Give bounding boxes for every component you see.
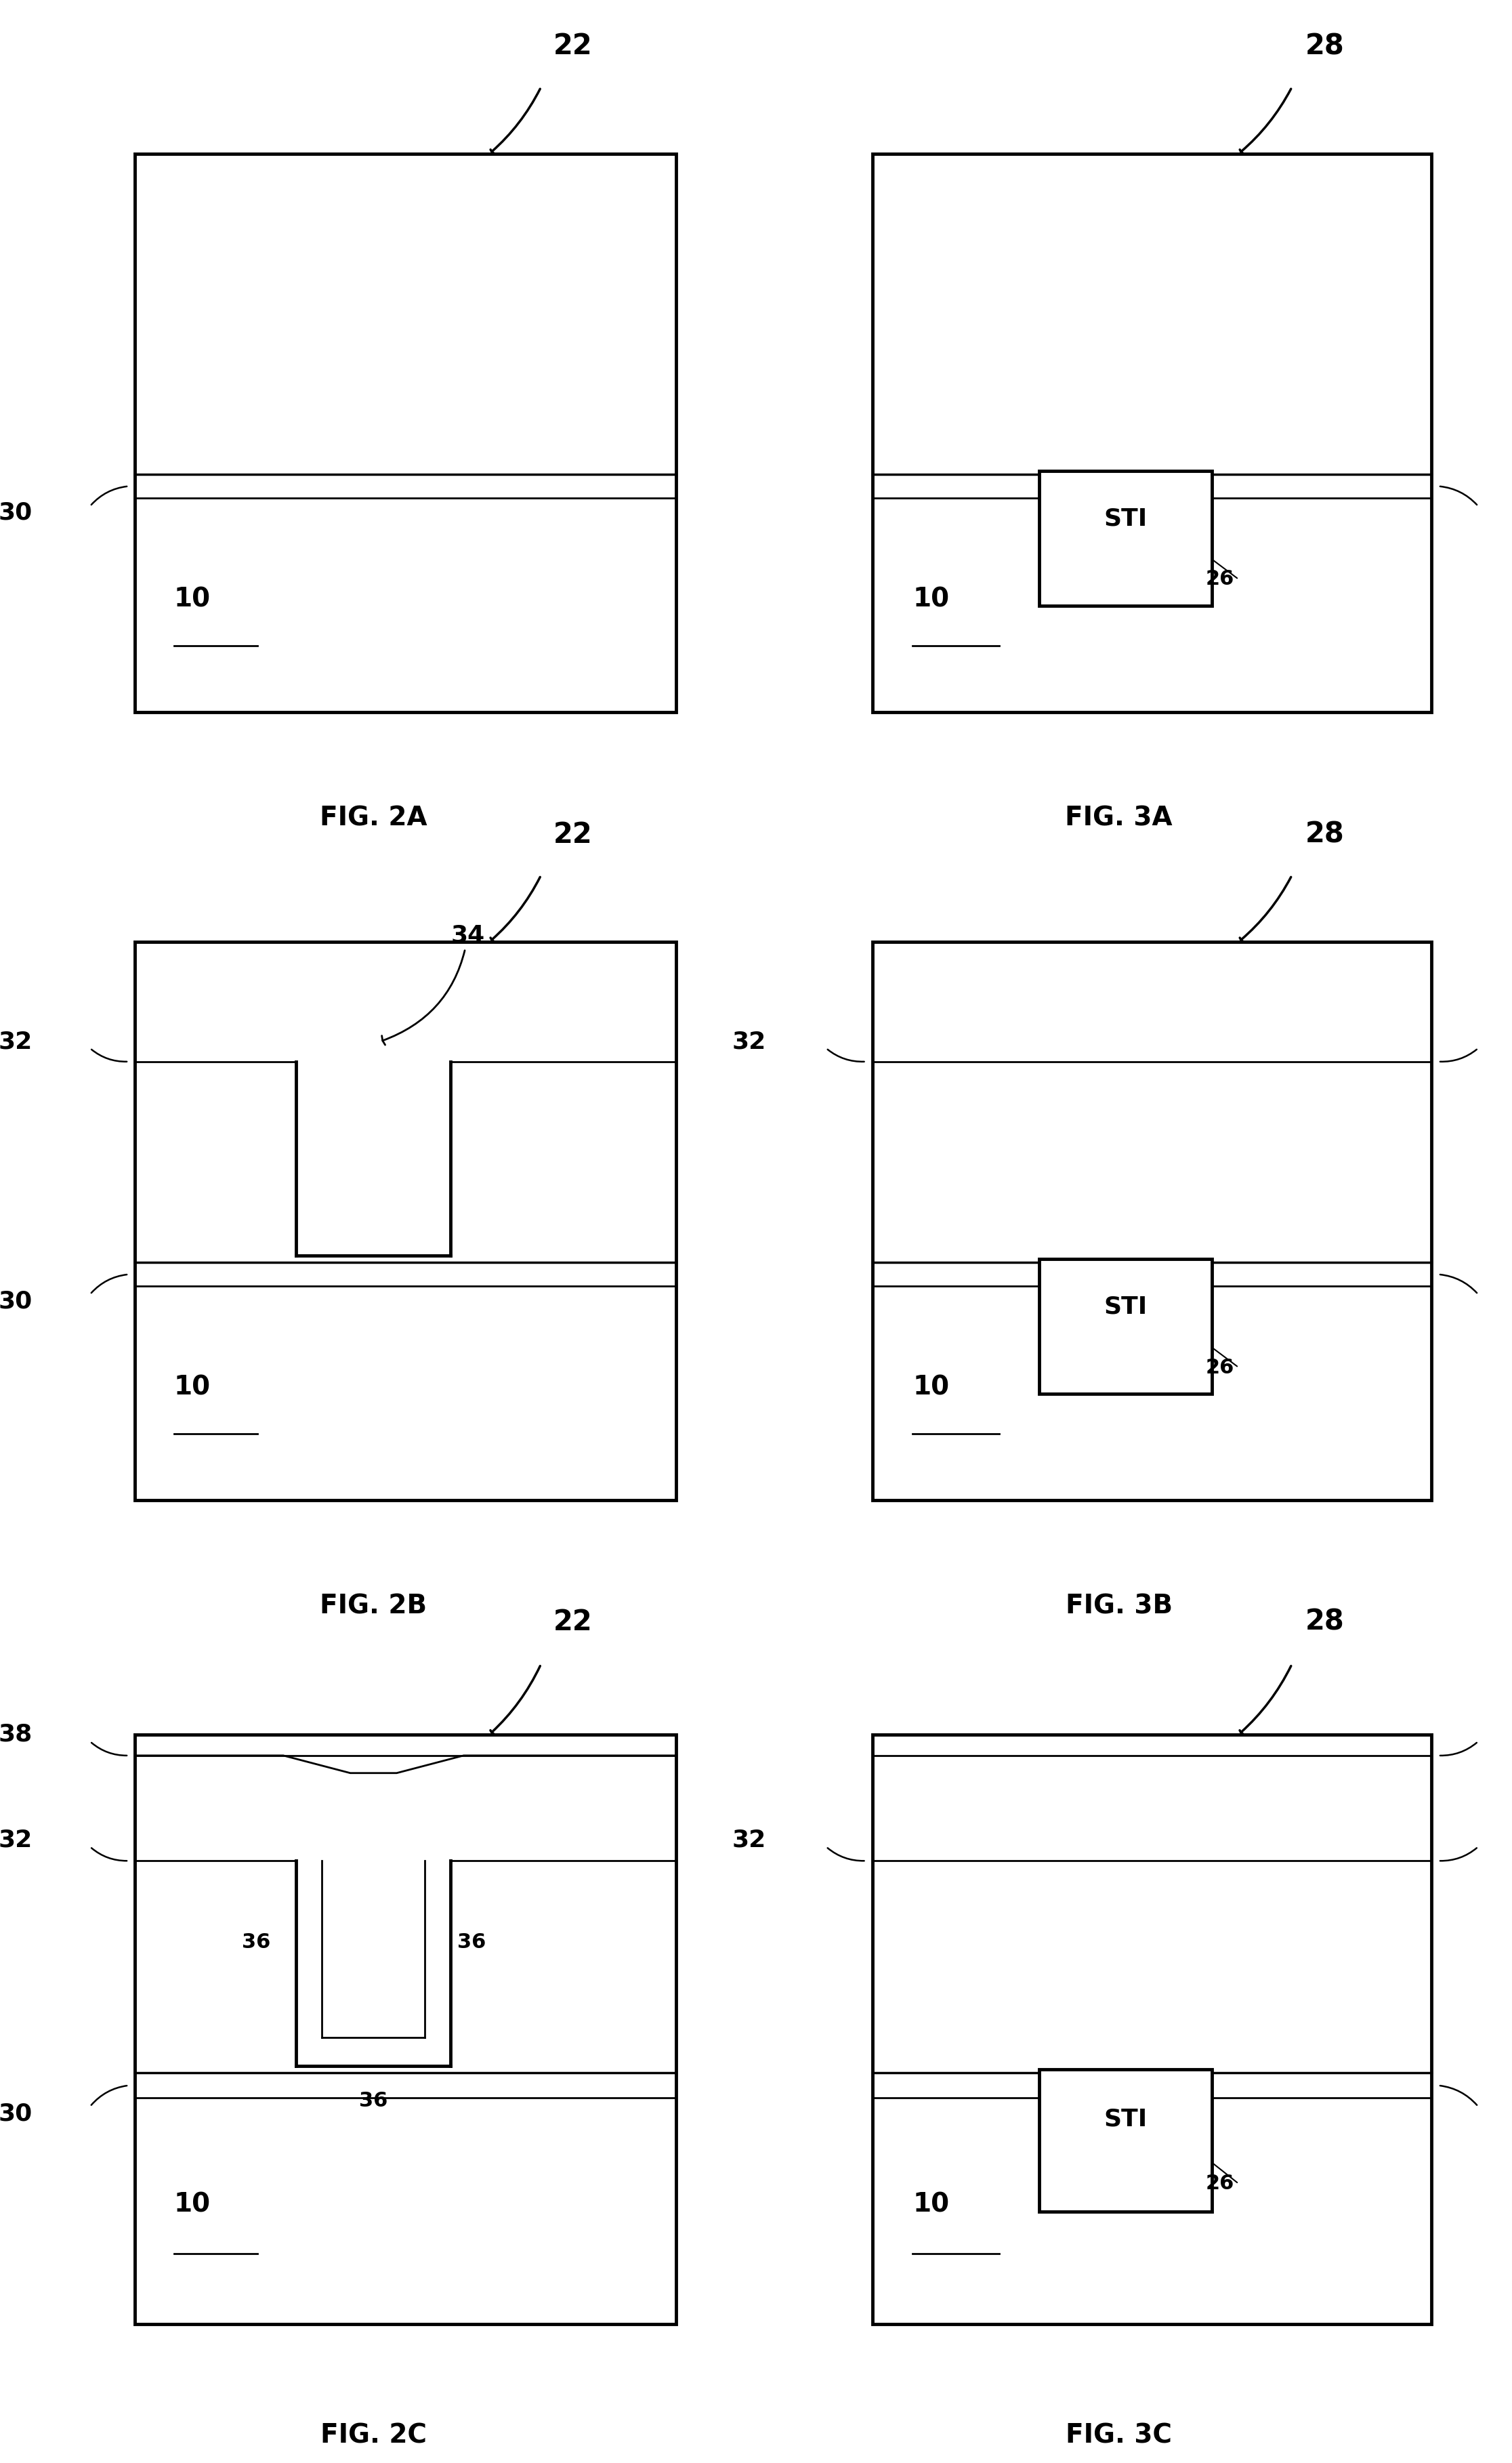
Text: 34: 34	[383, 924, 485, 1044]
Text: 30: 30	[0, 1291, 32, 1313]
Bar	[135, 1734, 676, 2325]
Text: 36: 36	[457, 1933, 485, 1953]
Text: FIG. 2B: FIG. 2B	[321, 1594, 426, 1618]
Bar	[1039, 2069, 1213, 2212]
Text: STI: STI	[1104, 2108, 1148, 2130]
Bar	[872, 941, 1432, 1500]
Text: STI: STI	[1104, 1296, 1148, 1318]
Bar	[1039, 1259, 1213, 1394]
Text: FIG. 2C: FIG. 2C	[321, 2424, 426, 2448]
Text: FIG. 2A: FIG. 2A	[319, 805, 428, 830]
Text: 10: 10	[174, 2192, 210, 2217]
Text: 30: 30	[0, 502, 32, 525]
Text: 10: 10	[913, 2192, 950, 2217]
Text: 26: 26	[1205, 2175, 1234, 2195]
Text: 36: 36	[360, 2091, 387, 2111]
Text: FIG. 3A: FIG. 3A	[1064, 805, 1173, 830]
Text: 36: 36	[242, 1933, 271, 1953]
Text: 10: 10	[913, 1374, 950, 1401]
Text: 38: 38	[0, 1724, 32, 1746]
Text: 28: 28	[1305, 32, 1344, 62]
Text: FIG. 3B: FIG. 3B	[1066, 1594, 1172, 1618]
Bar	[135, 153, 676, 712]
Bar	[135, 941, 676, 1500]
Text: 32: 32	[0, 1828, 32, 1852]
Bar	[1039, 470, 1213, 606]
Text: 30: 30	[0, 2101, 32, 2126]
Text: 22: 22	[553, 32, 593, 62]
Text: STI: STI	[1104, 507, 1148, 530]
Text: 22: 22	[553, 820, 593, 850]
Text: 32: 32	[732, 1828, 767, 1852]
Text: 28: 28	[1305, 1608, 1344, 1635]
Text: 10: 10	[913, 586, 950, 613]
Bar	[872, 153, 1432, 712]
Text: 10: 10	[174, 1374, 210, 1401]
Text: 10: 10	[174, 586, 210, 613]
Text: 22: 22	[553, 1608, 593, 1635]
Text: 26: 26	[1205, 1357, 1234, 1377]
Text: FIG. 3C: FIG. 3C	[1066, 2424, 1172, 2448]
Text: 26: 26	[1205, 569, 1234, 589]
Text: 32: 32	[0, 1030, 32, 1054]
Bar	[872, 1734, 1432, 2325]
Text: 28: 28	[1305, 820, 1344, 850]
Text: 32: 32	[732, 1030, 767, 1054]
